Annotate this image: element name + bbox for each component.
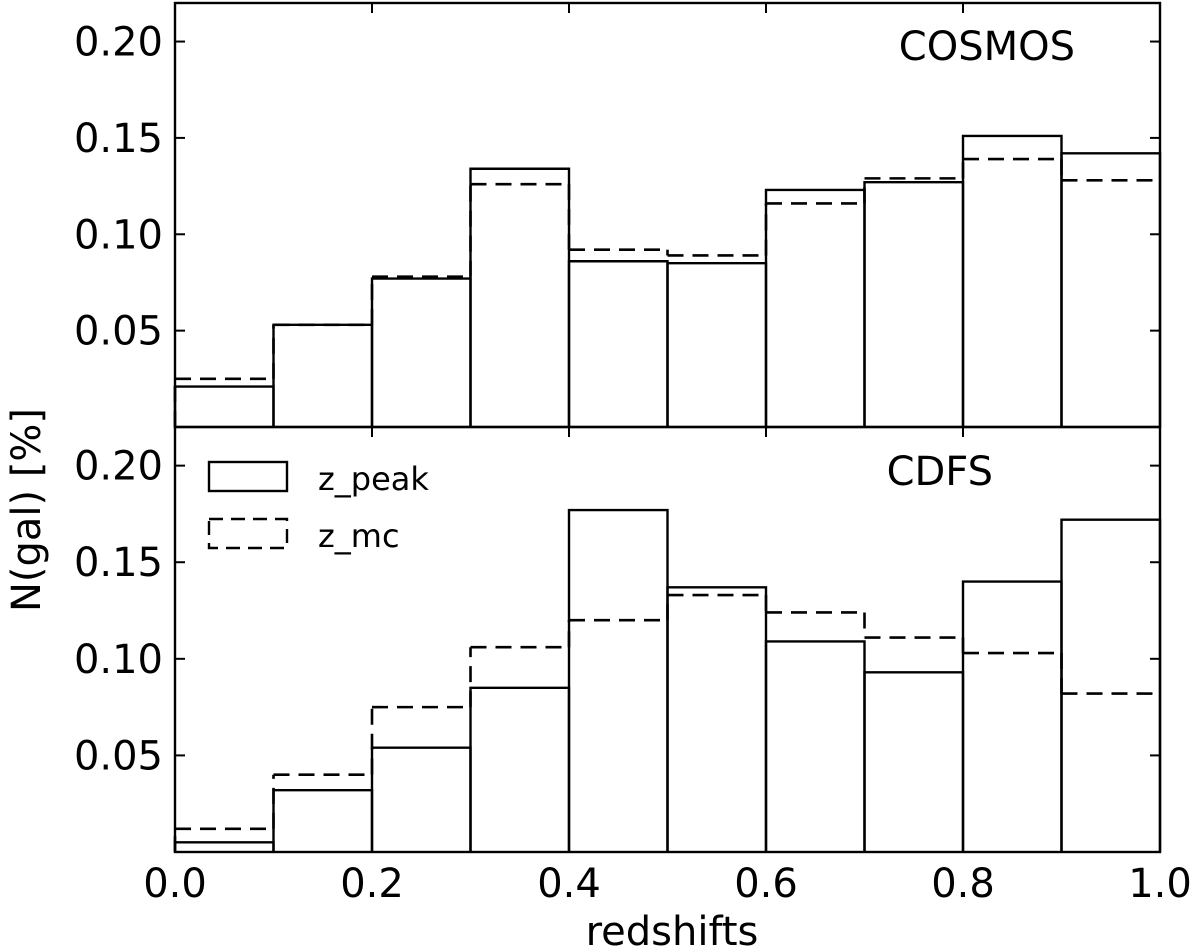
bar-z-peak-0 xyxy=(173,385,275,427)
bar-z-peak-5 xyxy=(666,586,768,852)
legend: z_peak z_mc xyxy=(207,460,429,555)
x-tick-label-3: 0.6 xyxy=(734,861,798,907)
bar-z-peak-8 xyxy=(961,580,1063,852)
bar-z-peak-0 xyxy=(173,841,275,852)
bar-z-peak-4 xyxy=(567,508,669,852)
y-tick-label-1-2: 0.15 xyxy=(74,540,163,586)
y-tick-label-1-1: 0.10 xyxy=(74,637,163,683)
bar-z-peak-4 xyxy=(567,260,669,427)
legend-swatch-z-mc xyxy=(207,517,289,550)
series-z-peak xyxy=(173,508,1162,852)
y-axis-title: N(gal) [%] xyxy=(4,408,50,612)
series-z-mc xyxy=(173,593,1160,852)
bar-z-peak-7 xyxy=(863,671,965,852)
panel-cosmos: COSMOS 0.05 0.10 0.15 0.20 xyxy=(74,1,1162,429)
x-tick-label-1: 0.2 xyxy=(340,861,404,907)
legend-label-z-mc: z_mc xyxy=(318,517,400,555)
y-tick-label-1-3: 0.20 xyxy=(74,444,163,490)
series-z-peak xyxy=(173,134,1162,427)
bar-z-peak-8 xyxy=(961,134,1063,427)
y-tick-label-1-0: 0.05 xyxy=(74,733,163,779)
panel-cdfs: CDFS 0.05 0.10 0.15 0.20 xyxy=(74,425,1162,854)
bar-z-peak-3 xyxy=(469,167,571,427)
bar-z-peak-1 xyxy=(272,323,374,427)
bar-z-peak-6 xyxy=(764,640,866,852)
bar-z-peak-6 xyxy=(764,188,866,427)
bar-z-peak-2 xyxy=(370,277,472,427)
x-tick-label-4: 0.8 xyxy=(931,861,995,907)
y-tick-label-0-2: 0.15 xyxy=(74,116,163,162)
bar-z-peak-9 xyxy=(1060,152,1162,427)
bar-z-peak-1 xyxy=(272,788,374,852)
bar-z-peak-2 xyxy=(370,746,472,852)
bar-z-peak-7 xyxy=(863,181,965,427)
bar-z-peak-9 xyxy=(1060,518,1162,852)
x-axis-title: redshifts xyxy=(586,909,759,950)
bar-z-peak-3 xyxy=(469,686,571,852)
bar-z-peak-5 xyxy=(666,261,768,427)
plot-frame-1 xyxy=(173,425,1162,854)
y-tick-label-0-1: 0.10 xyxy=(74,212,163,258)
x-tick-label-5: 1.0 xyxy=(1128,861,1192,907)
y-tick-label-0-3: 0.20 xyxy=(74,20,163,66)
panel-title-cosmos: COSMOS xyxy=(899,24,1075,70)
x-tick-label-0: 0.0 xyxy=(143,861,207,907)
panel-title-cdfs: CDFS xyxy=(887,449,993,495)
y-tick-label-0-0: 0.05 xyxy=(74,309,163,355)
x-tick-label-2: 0.4 xyxy=(537,861,601,907)
legend-swatch-z-peak xyxy=(207,460,289,493)
legend-label-z-peak: z_peak xyxy=(318,460,429,498)
